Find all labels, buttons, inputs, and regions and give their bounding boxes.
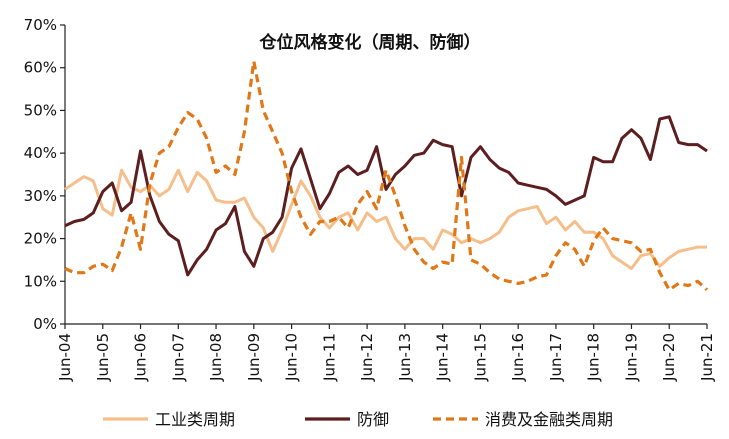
y-tick-label: 40% [24, 144, 57, 162]
series-line-3 [64, 59, 709, 292]
x-tick-label: Jun-04 [56, 333, 74, 382]
legend-label-1: 工业类周期 [155, 410, 235, 429]
y-tick-label: 50% [24, 101, 57, 119]
x-tick-label: Jun-07 [169, 333, 187, 382]
chart-title: 仓位风格变化（周期、防御） [259, 32, 481, 53]
x-tick-label: Jun-05 [94, 333, 112, 382]
x-tick-label: Jun-11 [320, 333, 338, 382]
axes: 0%10%20%30%40%50%60%70% Jun-04 Jun-05 Jun-… [24, 16, 716, 382]
x-tick-label: Jun-19 [622, 333, 640, 382]
series-line-2 [64, 115, 708, 277]
y-tick-label: 10% [24, 272, 57, 290]
x-tick-label: Jun-12 [358, 333, 376, 382]
y-tick-group: 0% 10% 20% 30% 40% 50% 60% 70% [24, 16, 65, 333]
x-tick-label: Jun-09 [245, 333, 263, 382]
x-tick-label: Jun-20 [660, 333, 678, 382]
y-tick-label: 60% [24, 59, 57, 77]
x-tick-label: Jun-18 [585, 333, 603, 382]
y-tick-label: 0% [33, 315, 57, 333]
legend-label-3: 消费及金融类周期 [485, 410, 613, 429]
legend: 工业类周期 防御 消费及金融类周期 [103, 410, 613, 429]
y-tick-label: 30% [24, 187, 57, 205]
x-tick-group: Jun-04 Jun-05 Jun-06 Jun-07 Jun-08 Jun-09 Jun-… [56, 324, 716, 382]
x-tick-label: Jun-08 [207, 333, 225, 382]
x-tick-label: Jun-06 [132, 333, 150, 382]
x-tick-label: Jun-10 [283, 333, 301, 382]
x-tick-label: Jun-21 [698, 333, 716, 382]
series-line-1 [64, 168, 707, 270]
x-tick-label: Jun-13 [396, 333, 414, 382]
x-tick-label: Jun-14 [434, 333, 452, 382]
y-tick-label: 20% [24, 230, 57, 248]
y-tick-label: 70% [24, 16, 57, 34]
x-tick-label: Jun-16 [509, 333, 527, 382]
legend-label-2: 防御 [357, 410, 389, 429]
x-tick-label: Jun-17 [547, 333, 565, 382]
series-layer [64, 59, 709, 292]
x-tick-label: Jun-15 [471, 333, 489, 382]
